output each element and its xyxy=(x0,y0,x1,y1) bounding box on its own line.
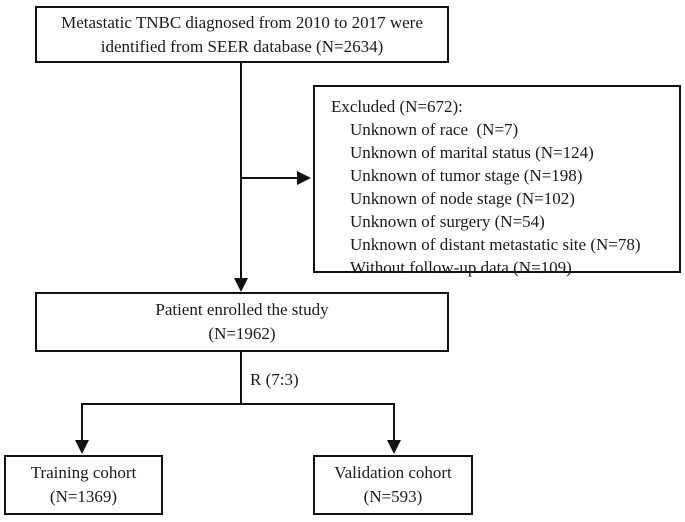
box-enrolled-line2: (N=1962) xyxy=(208,324,276,343)
connector-to-excluded xyxy=(240,177,298,179)
excluded-item-marital-status: Unknown of marital status (N=124) xyxy=(350,143,594,162)
box-excluded: Excluded (N=672): Unknown of race (N=7) … xyxy=(313,85,681,277)
excluded-item-node-stage: Unknown of node stage (N=102) xyxy=(350,189,575,208)
box-training-line1: Training cohort xyxy=(30,463,137,482)
arrowhead-into-excluded-icon xyxy=(297,171,311,185)
box-enrolled-line1: Patient enrolled the study xyxy=(155,300,329,319)
box-training-cohort: Training cohort (N=1369) xyxy=(4,455,163,515)
randomization-ratio-label: R (7:3) xyxy=(250,370,299,389)
connector-split-to-validation xyxy=(393,403,395,440)
arrowhead-into-training-icon xyxy=(75,440,89,454)
excluded-item-surgery: Unknown of surgery (N=54) xyxy=(350,212,545,231)
connector-split-bar xyxy=(81,403,395,405)
excluded-item-distant-metastatic-site: Unknown of distant metastatic site (N=78… xyxy=(350,235,641,254)
box-validation-cohort: Validation cohort (N=593) xyxy=(313,455,473,515)
excluded-item-follow-up: Without follow-up data (N=109) xyxy=(350,258,572,277)
box-identified-line1: Metastatic TNBC diagnosed from 2010 to 2… xyxy=(61,12,423,32)
arrowhead-into-enrolled-icon xyxy=(234,278,248,292)
excluded-item-tumor-stage: Unknown of tumor stage (N=198) xyxy=(350,166,583,185)
arrowhead-into-validation-icon xyxy=(387,440,401,454)
connector-top-to-enrolled xyxy=(240,63,242,278)
excluded-item-race: Unknown of race (N=7) xyxy=(350,120,519,139)
connector-split-to-training xyxy=(81,403,83,440)
box-identified-line2: identified from SEER database (N=2634) xyxy=(100,36,384,56)
box-validation-line1: Validation cohort xyxy=(334,463,452,482)
box-training-line2: (N=1369) xyxy=(49,487,118,506)
connector-enrolled-to-split xyxy=(240,352,242,405)
box-validation-line2: (N=593) xyxy=(363,487,423,506)
excluded-header: Excluded (N=672): xyxy=(331,97,463,116)
box-enrolled: Patient enrolled the study (N=1962) xyxy=(35,292,449,352)
box-identified-cohort: Metastatic TNBC diagnosed from 2010 to 2… xyxy=(35,6,449,63)
